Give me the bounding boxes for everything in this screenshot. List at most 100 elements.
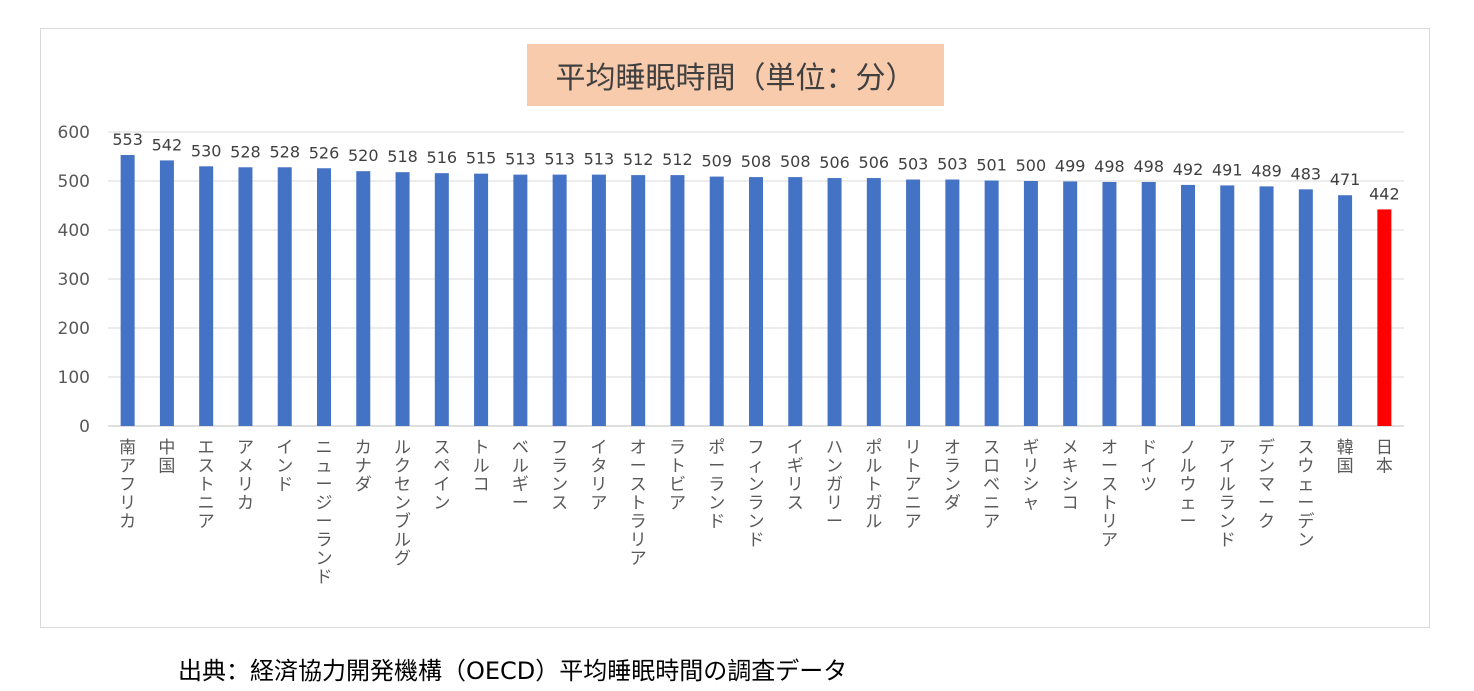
bar [1102, 181, 1117, 426]
bar [827, 178, 842, 426]
x-tick-label: ニュージーランド [316, 438, 333, 588]
x-tick-label: ノルウェー [1180, 438, 1197, 532]
x-tick-label: フランス [551, 438, 568, 514]
data-label: 528 [230, 142, 261, 161]
data-label: 491 [1212, 160, 1243, 179]
x-tick-label: オーストリア [1101, 438, 1118, 551]
data-label: 506 [819, 153, 850, 172]
data-label: 499 [1055, 156, 1086, 175]
bar [670, 175, 685, 426]
bar [552, 174, 567, 426]
bar [1338, 195, 1353, 426]
x-tick-label: インド [276, 438, 293, 495]
bar [1141, 181, 1156, 426]
x-tick-label: スペイン [433, 438, 450, 514]
bar [866, 178, 881, 426]
x-tick-label: ハンガリー [826, 438, 843, 532]
x-tick-label: デンマーク [1258, 437, 1275, 532]
x-tick-label: カナダ [355, 438, 372, 495]
x-tick-label: 韓国 [1337, 438, 1354, 477]
data-label: 500 [1016, 156, 1047, 175]
data-label: 526 [309, 143, 340, 162]
y-tick-label: 400 [58, 221, 90, 241]
x-tick-label: スロベニア [983, 438, 1000, 532]
bar [1377, 209, 1392, 426]
data-label: 498 [1094, 157, 1125, 176]
data-label: 506 [859, 153, 890, 172]
data-label: 508 [741, 152, 772, 171]
x-tick-label: イギリス [787, 438, 804, 514]
x-tick-label: オーストラリア [630, 438, 647, 569]
x-tick-label: ベルギー [512, 438, 529, 514]
x-tick-label: 日本 [1376, 438, 1393, 477]
bar [1181, 184, 1195, 426]
data-label: 518 [387, 147, 418, 166]
bar [1259, 186, 1274, 426]
bar [591, 174, 606, 426]
bar [709, 176, 724, 426]
x-tick-label: リトアニア [905, 438, 922, 532]
bar [1023, 181, 1038, 426]
data-label: 512 [623, 150, 654, 169]
data-label: 528 [269, 142, 300, 161]
bar [631, 175, 646, 426]
data-label: 516 [427, 148, 458, 167]
bar [1063, 181, 1078, 426]
data-label: 530 [191, 141, 222, 160]
x-tick-label: ギリシャ [1022, 438, 1039, 514]
data-label: 489 [1251, 161, 1282, 180]
x-tick-label: スウェーデン [1297, 438, 1314, 551]
bar [434, 173, 449, 426]
x-tick-label: ポルトガル [865, 438, 882, 532]
data-label: 515 [466, 149, 497, 168]
data-label: 508 [780, 152, 811, 171]
data-label: 512 [662, 150, 693, 169]
data-label: 520 [348, 146, 379, 165]
x-tick-label: ドイツ [1140, 438, 1157, 495]
y-tick-label: 200 [58, 319, 90, 339]
x-tick-label: ポーランド [708, 438, 725, 532]
y-tick-label: 0 [79, 417, 90, 437]
x-tick-label: オランダ [944, 438, 961, 514]
data-label: 513 [544, 150, 575, 169]
data-label: 442 [1369, 184, 1400, 203]
x-tick-label: ルクセンブルグ [394, 438, 411, 569]
data-label: 483 [1291, 164, 1322, 183]
bar [277, 167, 292, 426]
bar [159, 160, 174, 427]
bar [199, 166, 214, 427]
data-label: 513 [584, 150, 615, 169]
x-tick-label: アメリカ [237, 438, 254, 514]
x-tick-label: フィンランド [748, 438, 765, 551]
x-tick-label: エストニア [198, 438, 215, 532]
data-label: 503 [898, 155, 929, 174]
x-tick-label: 中国 [158, 438, 175, 477]
bar [317, 168, 331, 426]
bar [356, 171, 371, 426]
x-tick-label: 南アフリカ [119, 438, 136, 532]
x-tick-label: メキシコ [1062, 438, 1079, 514]
data-label: 553 [112, 130, 143, 149]
x-tick-label: アイルランド [1219, 438, 1236, 551]
x-tick-label: トルコ [473, 438, 490, 495]
data-label: 542 [152, 135, 183, 154]
data-label: 492 [1173, 160, 1204, 179]
source-note: 出典：経済協力開発機構（OECD）平均睡眠時間の調査データ [178, 657, 848, 685]
bar [749, 177, 763, 426]
bar [120, 155, 135, 426]
y-tick-label: 500 [58, 172, 90, 192]
bar [238, 167, 253, 426]
bar [513, 174, 528, 426]
data-label: 503 [937, 155, 968, 174]
bar [906, 179, 921, 426]
data-label: 471 [1330, 170, 1361, 189]
chart-title: 平均睡眠時間（単位：分） [527, 44, 944, 106]
bar [984, 180, 999, 426]
x-tick-label: イタリア [590, 438, 607, 514]
y-tick-label: 600 [58, 123, 90, 143]
bar [788, 177, 803, 426]
bar [474, 173, 489, 426]
y-tick-label: 300 [58, 270, 90, 290]
bar [1298, 189, 1313, 426]
